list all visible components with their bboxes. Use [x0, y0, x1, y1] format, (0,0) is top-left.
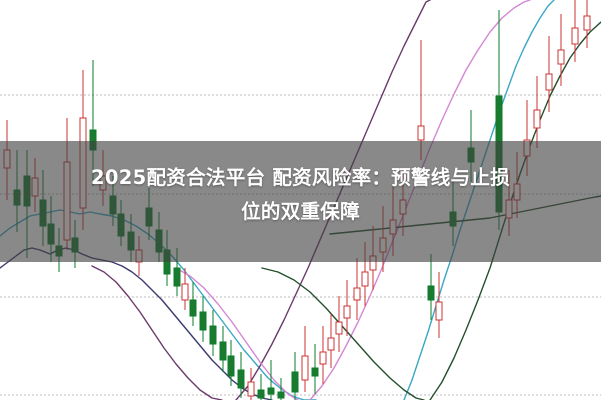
candle-body: [257, 389, 265, 399]
candlestick: [335, 296, 343, 352]
candlestick: [533, 76, 541, 148]
candle-body: [427, 285, 435, 301]
candlestick: [353, 258, 361, 320]
candlestick: [319, 326, 327, 384]
candle-body: [533, 109, 541, 129]
candle-body: [343, 305, 351, 319]
candlestick: [219, 326, 227, 372]
candle-body: [417, 125, 425, 141]
candle-body: [353, 287, 361, 301]
candlestick: [301, 326, 309, 392]
candle-body: [173, 267, 181, 287]
candle-body: [583, 15, 591, 31]
candle-body: [311, 367, 319, 377]
candlestick: [417, 40, 425, 160]
title-overlay-band: [0, 141, 601, 262]
candle-body: [557, 49, 565, 65]
ma-line: [261, 267, 425, 400]
candlestick: [237, 352, 245, 398]
candlestick: [257, 374, 265, 400]
candlestick: [291, 352, 299, 400]
candle-body: [361, 271, 369, 287]
candle-body: [267, 387, 275, 395]
candlestick: [557, 14, 565, 86]
candle-body: [435, 301, 443, 321]
candlestick: [199, 296, 207, 342]
candlestick: [227, 340, 235, 386]
candlestick: [571, 0, 579, 62]
candle-body: [219, 341, 227, 361]
candle-body: [327, 337, 335, 351]
candle-body: [237, 369, 245, 389]
candle-body: [209, 325, 217, 345]
candlestick: [545, 36, 553, 112]
candlestick: [343, 280, 351, 336]
candlestick: [181, 268, 189, 310]
candlestick: [327, 314, 335, 368]
candle-body: [199, 311, 207, 331]
candlestick: [311, 344, 319, 394]
candlestick: [427, 254, 435, 320]
candle-body: [181, 283, 189, 301]
candle-body: [277, 391, 285, 399]
candle-body: [545, 73, 553, 91]
candle-body: [319, 351, 327, 365]
candlestick: [267, 360, 275, 400]
candlestick: [583, 0, 591, 48]
candlestick: [435, 272, 443, 338]
candlestick: [277, 378, 285, 400]
candle-body: [291, 371, 299, 393]
candle-body: [189, 299, 197, 317]
candle-body: [301, 355, 309, 381]
candlestick: [189, 282, 197, 326]
candlestick: [209, 310, 217, 356]
ma-line: [91, 265, 223, 400]
candle-body: [571, 27, 579, 45]
candlestick: [247, 368, 255, 400]
candle-body: [247, 381, 255, 397]
candle-body: [227, 355, 235, 377]
candle-body: [335, 321, 343, 335]
